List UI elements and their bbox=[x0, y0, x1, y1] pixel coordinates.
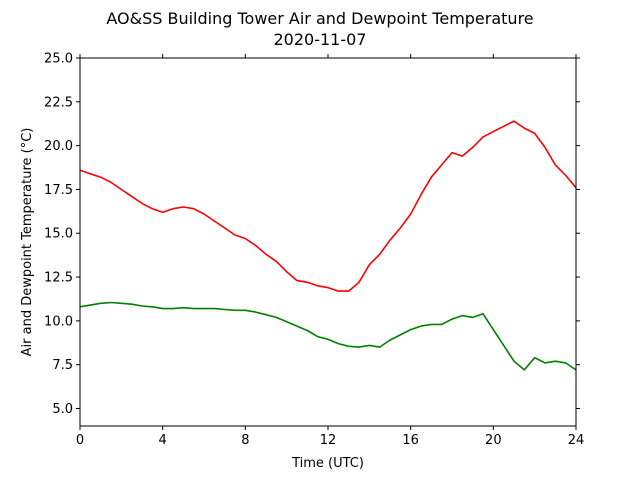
x-tick-label: 16 bbox=[402, 433, 419, 448]
y-tick-label: 7.5 bbox=[52, 358, 73, 373]
x-tick-label: 0 bbox=[76, 433, 84, 448]
series-line-1 bbox=[79, 301, 577, 371]
y-tick-label: 12.5 bbox=[44, 271, 73, 286]
plot-frame bbox=[79, 57, 577, 427]
y-tick-label: 20.0 bbox=[44, 139, 73, 154]
chart-subtitle: 2020-11-07 bbox=[274, 30, 367, 49]
y-tick-label: 15.0 bbox=[44, 227, 73, 242]
chart-title: AO&SS Building Tower Air and Dewpoint Te… bbox=[106, 9, 533, 28]
y-tick-label: 22.5 bbox=[44, 95, 73, 110]
plot-area bbox=[79, 120, 577, 371]
series-line-0 bbox=[79, 120, 577, 292]
y-tick-label: 25.0 bbox=[44, 52, 73, 67]
x-tick-label: 12 bbox=[320, 433, 337, 448]
x-axis-label: Time (UTC) bbox=[291, 456, 364, 471]
y-axis-label: Air and Dewpoint Temperature (°C) bbox=[20, 128, 35, 357]
y-tick-label: 10.0 bbox=[44, 314, 73, 329]
y-tick-label: 17.5 bbox=[44, 183, 73, 198]
y-tick-label: 5.0 bbox=[52, 402, 73, 417]
x-tick-label: 24 bbox=[568, 433, 585, 448]
axis-ticks: 0 4 8 12 16 20 24 5.0 7.5 10.0 12.5 15.0 17.5 20.0 22.… bbox=[44, 52, 584, 449]
x-tick-label: 8 bbox=[241, 433, 249, 448]
x-tick-label: 20 bbox=[485, 433, 502, 448]
x-tick-label: 4 bbox=[159, 433, 167, 448]
